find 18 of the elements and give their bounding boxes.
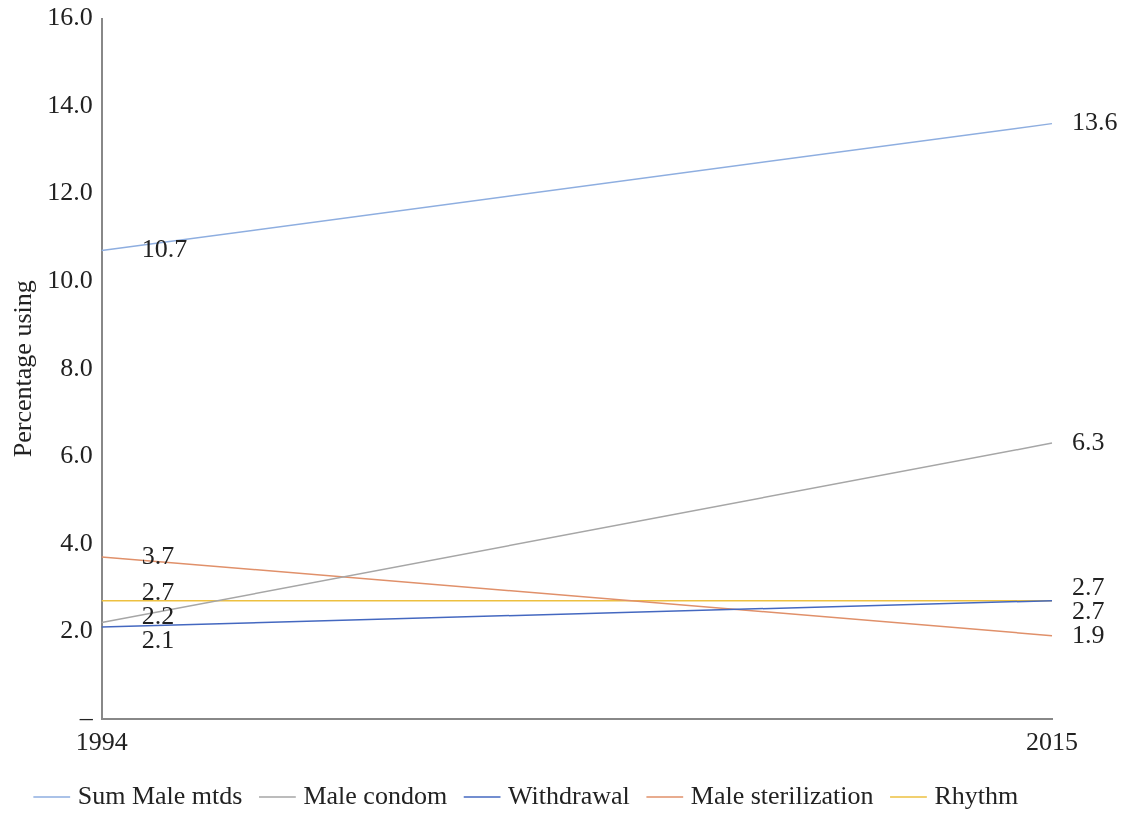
data-label: 10.7 xyxy=(141,234,188,264)
y-tick-label: 12.0 xyxy=(47,177,93,207)
x-tick-label: 2015 xyxy=(1026,727,1078,757)
data-label: 6.3 xyxy=(1072,426,1105,456)
y-tick-label: 2.0 xyxy=(60,615,93,645)
y-tick-label: 16.0 xyxy=(47,2,93,32)
legend-label: Male condom xyxy=(303,780,448,810)
y-axis-title: Percentage using xyxy=(8,280,38,458)
legend-label: Sum Male mtds xyxy=(77,780,243,810)
y-tick-label: 8.0 xyxy=(60,352,93,382)
y-tick-label: 14.0 xyxy=(47,89,93,119)
legend-label: Male sterilization xyxy=(690,780,874,810)
data-label: 13.6 xyxy=(1072,107,1118,137)
legend-label: Withdrawal xyxy=(508,780,630,810)
y-tick-label: 10.0 xyxy=(47,265,93,294)
legend-label: Rhythm xyxy=(934,780,1019,810)
y-tick-label: 6.0 xyxy=(60,440,93,470)
y-tick-label: 4.0 xyxy=(60,527,93,557)
